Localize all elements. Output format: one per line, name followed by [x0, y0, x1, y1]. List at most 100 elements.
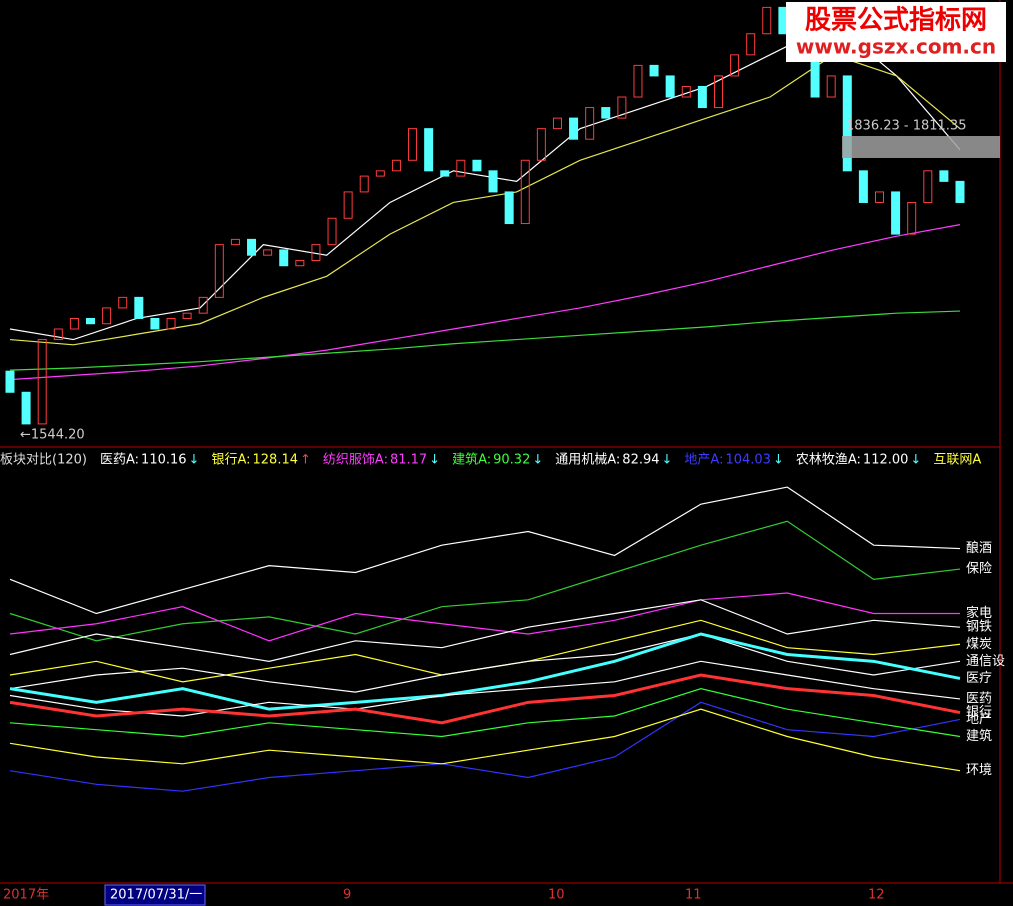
time-label: 11 — [685, 888, 702, 903]
candle — [585, 107, 595, 140]
candle — [713, 75, 723, 109]
sector-value: 90.32 — [493, 453, 530, 468]
time-label: 12 — [868, 888, 885, 903]
candle — [247, 238, 257, 256]
sector-header: 医药A: 110.16 ↓ 银行A: 128.14 ↑ 纺织服饰A: 81.17 ↓ 建筑A: 90… — [100, 452, 981, 468]
sector-line — [9, 688, 961, 738]
sector-value: 128.14 — [253, 453, 299, 468]
sector-label: 医疗 — [966, 671, 992, 686]
candle — [5, 370, 15, 393]
candle — [472, 159, 482, 172]
sector-line — [9, 599, 961, 662]
range-label: 1836.23 - 1811.35 — [846, 119, 966, 134]
sector-line — [9, 486, 961, 615]
sector-name: 银行A: — [211, 453, 250, 468]
candle — [858, 170, 868, 203]
sector-label: 煤炭 — [966, 637, 992, 652]
candle — [665, 75, 675, 98]
candle — [359, 175, 369, 193]
sector-line — [9, 520, 961, 642]
candle — [295, 259, 305, 267]
sector-value: 104.03 — [725, 453, 771, 468]
sector-line — [9, 633, 961, 693]
time-label: 9 — [343, 888, 351, 903]
candle — [440, 170, 450, 177]
sector-value: 81.17 — [390, 453, 427, 468]
candle — [778, 6, 788, 35]
sector-label: 酿酒 — [966, 540, 992, 556]
candle — [375, 170, 385, 177]
candle — [134, 296, 144, 319]
watermark-title: 股票公式指标网 — [805, 6, 987, 36]
sector-label: 医药 — [966, 691, 992, 706]
candle — [118, 296, 128, 309]
candle — [552, 117, 562, 130]
sector-label: 通信设 — [966, 654, 1005, 669]
candle — [746, 33, 756, 56]
sector-line — [9, 660, 961, 717]
sector-name: 医药A: — [100, 453, 139, 468]
candle — [601, 107, 611, 119]
candle — [939, 170, 949, 182]
sector-line — [9, 708, 961, 772]
candle — [730, 54, 740, 77]
candle — [617, 96, 627, 119]
sector-name: 建筑A: — [452, 452, 491, 468]
time-label: 2017年 — [3, 888, 49, 903]
candle — [762, 6, 772, 35]
candle — [424, 128, 434, 172]
sector-label: 地产 — [966, 712, 992, 727]
candle — [955, 180, 965, 203]
candle — [681, 85, 691, 98]
watermark-bg — [786, 2, 1006, 62]
sector-arrow: ↓ — [662, 453, 673, 468]
sector-arrow: ↑ — [300, 453, 311, 468]
candle — [504, 191, 514, 225]
sector-value: 82.94 — [622, 453, 659, 468]
time-label: 2017/07/31/一 — [110, 888, 202, 903]
candle — [343, 191, 353, 219]
candle — [826, 75, 836, 98]
candle — [633, 64, 643, 98]
moving-average — [9, 224, 961, 381]
candle — [182, 312, 192, 319]
sector-name: 通用机械A: — [555, 453, 620, 468]
candle — [488, 170, 498, 193]
sector-title: 板块对比(120) — [0, 453, 87, 468]
candle — [53, 328, 63, 341]
candle — [923, 170, 933, 203]
time-label: 10 — [548, 888, 565, 903]
candle — [569, 117, 579, 140]
candle — [86, 317, 96, 325]
sector-value: 110.16 — [141, 453, 187, 468]
watermark-url: www.gszx.com.cn — [796, 35, 996, 59]
sector-name: 纺织服饰A: — [323, 453, 388, 468]
sector-name: 地产A: — [684, 453, 723, 468]
candle — [649, 64, 659, 77]
sector-arrow: ↓ — [773, 453, 784, 468]
sector-arrow: ↓ — [189, 453, 200, 468]
sector-label: 银行 — [966, 705, 992, 720]
candle — [697, 85, 707, 109]
candle — [874, 191, 884, 203]
sector-line — [9, 701, 961, 792]
sector-value: 112.00 — [863, 453, 909, 468]
candle — [166, 317, 176, 330]
candle — [214, 244, 224, 298]
candle — [150, 317, 160, 330]
sector-label: 环境 — [966, 763, 992, 778]
candle — [327, 217, 337, 246]
sector-line — [9, 592, 960, 642]
candle — [456, 159, 466, 177]
sector-arrow: ↓ — [910, 453, 921, 468]
candle — [102, 307, 112, 325]
sector-name: 互联网A — [933, 453, 981, 468]
candle — [230, 238, 240, 246]
candle — [408, 128, 418, 161]
candle — [520, 159, 530, 225]
sector-arrow: ↓ — [532, 453, 543, 468]
sector-line — [9, 673, 961, 725]
